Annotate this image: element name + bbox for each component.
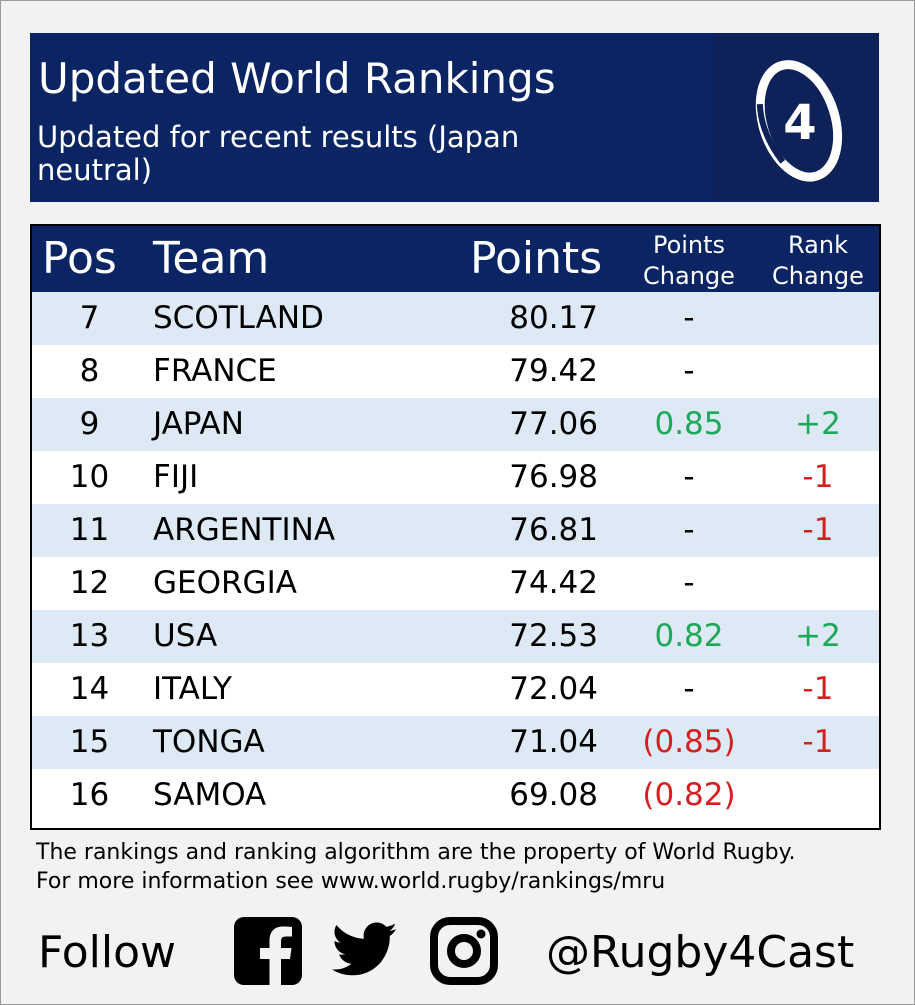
cell-team: FRANCE	[153, 353, 277, 389]
column-header-points-change-line1: Points	[652, 231, 726, 259]
cell-points: 69.08	[509, 777, 598, 813]
table-row: 9 JAPAN 77.06 0.85 +2	[32, 398, 879, 451]
cell-team: GEORGIA	[153, 565, 297, 601]
column-header-team: Team	[153, 233, 270, 284]
cell-team: ARGENTINA	[153, 512, 336, 548]
cell-points: 77.06	[509, 406, 598, 442]
table-row: 7 SCOTLAND 80.17 -	[32, 292, 879, 345]
table-row: 15 TONGA 71.04 (0.85) -1	[32, 716, 879, 769]
cell-pos: 11	[69, 512, 110, 548]
cell-team: USA	[153, 618, 218, 654]
table-row: 13 USA 72.53 0.82 +2	[32, 610, 879, 663]
follow-label: Follow	[38, 927, 177, 978]
cell-points: 72.04	[509, 671, 598, 707]
column-header-rank-change-line2: Change	[772, 262, 864, 290]
cell-points: 79.42	[509, 353, 598, 389]
cell-team: SCOTLAND	[153, 300, 324, 336]
table-body: 7 SCOTLAND 80.17 - 8 FRANCE 79.42 - 9 JA…	[32, 292, 879, 822]
cell-points: 76.81	[509, 512, 598, 548]
instagram-icon[interactable]	[430, 917, 498, 989]
rankings-table: Pos Team Points Points Change Rank Chang…	[30, 224, 881, 830]
footer-note: The rankings and ranking algorithm are t…	[36, 838, 906, 896]
cell-points-change: -	[683, 300, 695, 336]
cell-pos: 9	[79, 406, 100, 442]
twitter-icon[interactable]	[331, 922, 398, 982]
header-banner: Updated World Rankings Updated for recen…	[30, 33, 879, 202]
table-row: 16 SAMOA 69.08 (0.82)	[32, 769, 879, 822]
cell-rank-change: +2	[795, 406, 841, 442]
column-header-points: Points	[470, 233, 603, 284]
cell-pos: 13	[69, 618, 110, 654]
table-header: Pos Team Points Points Change Rank Chang…	[32, 226, 879, 292]
cell-pos: 8	[79, 353, 100, 389]
cell-team: TONGA	[153, 724, 265, 760]
cell-points-change: -	[683, 565, 695, 601]
cell-team: SAMOA	[153, 777, 267, 813]
cell-points-change: (0.85)	[642, 724, 736, 760]
cell-rank-change: -1	[802, 671, 834, 707]
table-row: 10 FIJI 76.98 - -1	[32, 451, 879, 504]
follow-bar: Follow @Rugby4Cast	[0, 910, 915, 990]
cell-points-change: -	[683, 512, 695, 548]
column-header-rank-change: Rank Change	[762, 230, 874, 292]
table-row: 11 ARGENTINA 76.81 - -1	[32, 504, 879, 557]
cell-points: 72.53	[509, 618, 598, 654]
cell-rank-change: +2	[795, 618, 841, 654]
table-row: 8 FRANCE 79.42 -	[32, 345, 879, 398]
cell-points-change: -	[683, 459, 695, 495]
cell-rank-change: -1	[802, 724, 834, 760]
cell-team: ITALY	[153, 671, 232, 707]
column-header-pos: Pos	[42, 233, 117, 284]
cell-pos: 14	[69, 671, 110, 707]
cell-pos: 7	[79, 300, 100, 336]
column-header-points-change-line2: Change	[643, 262, 735, 290]
page-subtitle: Updated for recent results (Japan neutra…	[37, 120, 520, 187]
cell-rank-change: -1	[802, 512, 834, 548]
cell-pos: 12	[69, 565, 110, 601]
footer-note-line1: The rankings and ranking algorithm are t…	[36, 840, 796, 865]
page-title: Updated World Rankings	[38, 54, 556, 103]
cell-team: FIJI	[153, 459, 199, 495]
cell-points: 80.17	[509, 300, 598, 336]
cell-points: 74.42	[509, 565, 598, 601]
cell-points-change: -	[683, 671, 695, 707]
cell-points-change: (0.82)	[642, 777, 736, 813]
facebook-icon[interactable]	[234, 917, 302, 989]
column-header-points-change: Points Change	[628, 230, 750, 292]
cell-pos: 16	[69, 777, 110, 813]
cell-points-change: 0.85	[654, 406, 724, 442]
cell-pos: 15	[69, 724, 110, 760]
cell-pos: 10	[69, 459, 110, 495]
cell-team: JAPAN	[153, 406, 244, 442]
cell-points-change: -	[683, 353, 695, 389]
rugby4cast-logo-icon: 4	[714, 33, 879, 202]
svg-text:4: 4	[783, 95, 816, 151]
cell-points: 76.98	[509, 459, 598, 495]
cell-rank-change: -1	[802, 459, 834, 495]
cell-points: 71.04	[509, 724, 598, 760]
table-row: 14 ITALY 72.04 - -1	[32, 663, 879, 716]
table-row: 12 GEORGIA 74.42 -	[32, 557, 879, 610]
footer-note-line2: For more information see www.world.rugby…	[36, 869, 666, 894]
social-handle[interactable]: @Rugby4Cast	[546, 927, 855, 978]
column-header-rank-change-line1: Rank	[788, 231, 848, 259]
cell-points-change: 0.82	[654, 618, 724, 654]
